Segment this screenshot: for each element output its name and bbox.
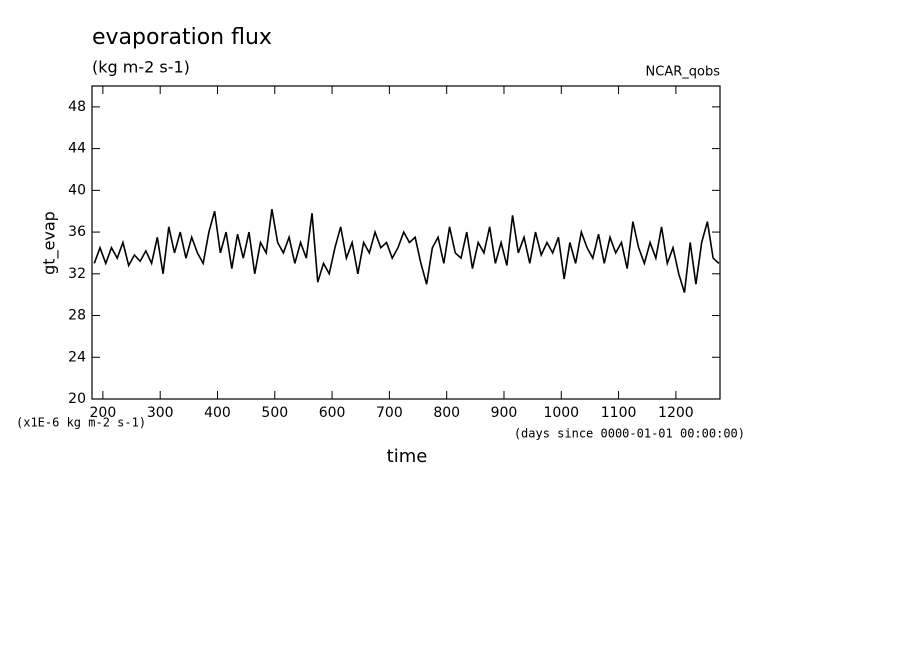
x-tick-label: 1000	[543, 405, 579, 421]
x-tick-label: 500	[261, 405, 288, 421]
y-tick-label: 40	[68, 182, 86, 198]
x-tick-label: 200	[90, 405, 117, 421]
y-axis-label: gt_evap	[40, 211, 60, 275]
y-tick-label: 48	[68, 99, 86, 115]
x-tick-label: 700	[376, 405, 403, 421]
x-tick-label: 600	[319, 405, 346, 421]
source-label: NCAR_qobs	[646, 65, 721, 80]
data-line	[93, 208, 720, 293]
x-axis-label: time	[387, 446, 428, 467]
plot-frame	[91, 85, 721, 400]
y-tick-label: 44	[68, 141, 86, 157]
y-tick-label: 20	[68, 391, 86, 407]
x-tick-label: 800	[433, 405, 460, 421]
chart-subtitle: (kg m-2 s-1)	[92, 58, 190, 77]
y-tick-label: 24	[68, 349, 86, 365]
y-tick-label: 28	[68, 308, 86, 324]
y-tick-label: 32	[68, 266, 86, 282]
x-tick-label: 400	[204, 405, 231, 421]
x-tick-label: 900	[491, 405, 518, 421]
x-tick-label: 300	[147, 405, 174, 421]
chart-title: evaporation flux	[92, 25, 272, 50]
y-units-note: (x1E-6 kg m-2 s-1)	[16, 416, 146, 430]
x-tick-label: 1100	[601, 405, 637, 421]
x-tick-label: 1200	[658, 405, 694, 421]
x-units-note: (days since 0000-01-01 00:00:00)	[514, 427, 745, 441]
y-tick-label: 36	[68, 224, 86, 240]
